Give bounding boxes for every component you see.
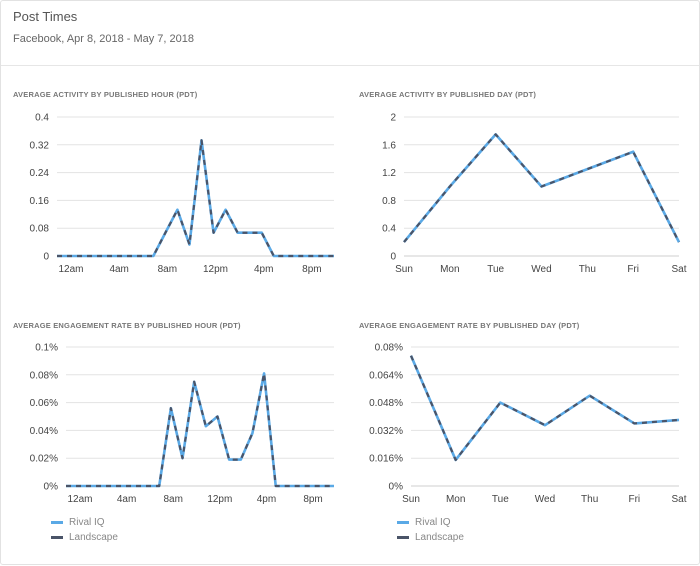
y-tick-label: 0: [390, 252, 396, 263]
legend-label: Rival IQ: [415, 517, 451, 528]
x-tick-label: Sun: [395, 264, 413, 275]
y-tick-label: 0.08%: [375, 343, 403, 354]
y-tick-label: 0.32: [30, 140, 50, 151]
x-tick-label: 8am: [158, 264, 177, 275]
legend-item-rival-iq[interactable]: Rival IQ: [397, 515, 464, 530]
y-tick-label: 0.4: [35, 113, 49, 124]
chart-title-activity-hour: AVERAGE ACTIVITY BY PUBLISHED HOUR (PDT): [13, 90, 198, 99]
chart-title-activity-day: AVERAGE ACTIVITY BY PUBLISHED DAY (PDT): [359, 90, 537, 99]
legend-day: Rival IQ Landscape: [397, 515, 464, 545]
x-tick-label: 12pm: [203, 264, 228, 275]
y-tick-label: 0.4: [382, 224, 396, 235]
header-divider: [1, 65, 699, 66]
y-tick-label: 0%: [389, 482, 404, 493]
x-tick-label: Thu: [579, 264, 596, 275]
y-tick-label: 0.02%: [30, 454, 58, 465]
x-tick-label: 4pm: [257, 494, 276, 505]
legend-label: Landscape: [69, 532, 118, 543]
x-tick-label: 4am: [109, 264, 128, 275]
series-line-landscape[interactable]: [66, 372, 334, 488]
x-tick-label: Sat: [671, 494, 686, 505]
x-tick-label: Mon: [440, 264, 459, 275]
y-tick-label: 1.2: [382, 168, 396, 179]
y-tick-label: 0.08: [30, 224, 50, 235]
x-tick-label: Sat: [671, 264, 686, 275]
legend-hour: Rival IQ Landscape: [51, 515, 118, 545]
legend-item-landscape[interactable]: Landscape: [51, 530, 118, 545]
x-tick-label: 12pm: [207, 494, 232, 505]
x-tick-label: Wed: [531, 264, 551, 275]
x-tick-label: 4am: [117, 494, 136, 505]
y-tick-label: 0.048%: [369, 398, 403, 409]
x-tick-label: Tue: [487, 264, 504, 275]
legend-label: Landscape: [415, 532, 464, 543]
x-tick-label: Tue: [492, 494, 509, 505]
x-tick-label: Wed: [535, 494, 555, 505]
y-tick-label: 0.032%: [369, 426, 403, 437]
y-tick-label: 0.06%: [30, 398, 58, 409]
landscape-swatch-icon: [397, 536, 409, 539]
legend-item-rival-iq[interactable]: Rival IQ: [51, 515, 118, 530]
y-tick-label: 0.04%: [30, 426, 58, 437]
chart-title-engagement-day: AVERAGE ENGAGEMENT RATE BY PUBLISHED DAY…: [359, 321, 580, 330]
y-tick-label: 0.24: [30, 168, 50, 179]
y-tick-label: 0.1%: [35, 343, 58, 354]
y-tick-label: 0.064%: [369, 370, 403, 381]
y-tick-label: 0.16: [30, 196, 50, 207]
x-tick-label: 8pm: [303, 494, 322, 505]
x-tick-label: Thu: [581, 494, 598, 505]
x-tick-label: Mon: [446, 494, 465, 505]
series-line-rival-iq[interactable]: [57, 138, 334, 258]
y-tick-label: 0.8: [382, 196, 396, 207]
series-line-rival-iq[interactable]: [409, 355, 680, 462]
panel-header: Post Times Facebook, Apr 8, 2018 - May 7…: [13, 9, 194, 45]
rival-iq-swatch-icon: [51, 521, 63, 524]
y-tick-label: 0%: [44, 482, 59, 493]
x-tick-label: Sun: [402, 494, 420, 505]
x-tick-label: 4pm: [254, 264, 273, 275]
x-tick-label: 12am: [58, 264, 83, 275]
y-tick-label: 2: [390, 113, 396, 124]
x-tick-label: Fri: [627, 264, 639, 275]
series-line-landscape[interactable]: [403, 133, 680, 243]
y-tick-label: 1.6: [382, 140, 396, 151]
series-line-landscape[interactable]: [409, 355, 680, 462]
chart-title-engagement-hour: AVERAGE ENGAGEMENT RATE BY PUBLISHED HOU…: [13, 321, 241, 330]
legend-item-landscape[interactable]: Landscape: [397, 530, 464, 545]
x-tick-label: Fri: [628, 494, 640, 505]
x-tick-label: 8am: [163, 494, 182, 505]
landscape-swatch-icon: [51, 536, 63, 539]
x-tick-label: 12am: [67, 494, 92, 505]
x-tick-label: 8pm: [302, 264, 321, 275]
date-range-subtitle: Facebook, Apr 8, 2018 - May 7, 2018: [13, 33, 195, 45]
page-title: Post Times: [13, 9, 78, 24]
legend-label: Rival IQ: [69, 517, 105, 528]
rival-iq-swatch-icon: [397, 521, 409, 524]
y-tick-label: 0: [43, 252, 49, 263]
y-tick-label: 0.08%: [30, 370, 58, 381]
y-tick-label: 0.016%: [369, 454, 403, 465]
